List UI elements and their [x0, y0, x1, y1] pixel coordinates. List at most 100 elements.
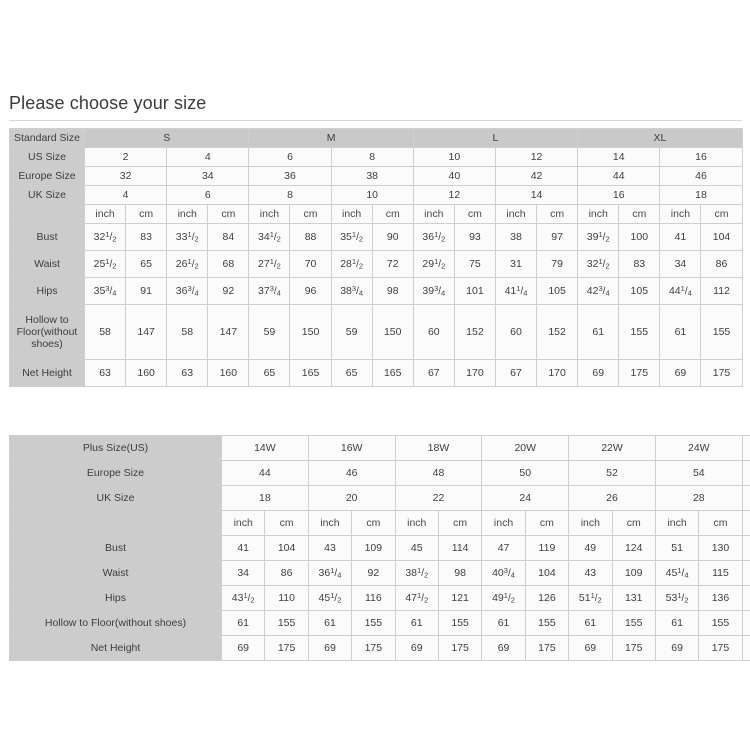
europe-size-5: 54 — [654, 460, 743, 486]
row-label-plus-size: Plus Size(US) — [9, 435, 222, 461]
hips-value-15: 112 — [700, 277, 743, 305]
hollow-value-5: 155 — [437, 610, 483, 636]
net-height-value-4: 65 — [248, 359, 291, 387]
row-label-bust: Bust — [9, 535, 222, 561]
row-label-net-height: Net Height — [9, 359, 85, 387]
uk-size-1: 20 — [307, 485, 396, 511]
hollow-value-5: 150 — [289, 304, 332, 360]
hips-value-7: 98 — [371, 277, 414, 305]
hollow-value-12: 61 — [577, 304, 620, 360]
hollow-value-0: 58 — [83, 304, 127, 360]
hips-value-9: 101 — [453, 277, 496, 305]
table-row: Waist 34 86 361/4 92 381/2 98 403/4 104 43 109 451/… — [9, 560, 750, 586]
waist-value-4: 381/2 — [394, 560, 439, 586]
row-label-europe-size: Europe Size — [9, 166, 85, 186]
bust-value-0: 41 — [220, 535, 266, 561]
unit-label-6: inch — [330, 204, 373, 224]
row-label-units — [9, 204, 85, 224]
hips-value-5: 121 — [437, 585, 483, 611]
row-label-hips: Hips — [9, 277, 85, 305]
bust-value-12: 391/2 — [577, 223, 620, 251]
plus-size-2: 18W — [394, 435, 483, 461]
hips-value-10: 411/4 — [494, 277, 538, 305]
size-group-3: XL — [577, 128, 743, 148]
waist-value-4: 271/2 — [248, 250, 291, 278]
unit-label-2: inch — [166, 204, 209, 224]
hollow-value-8: 60 — [412, 304, 455, 360]
hollow-value-13: 155 — [618, 304, 661, 360]
waist-value-2: 361/4 — [307, 560, 353, 586]
net-height-value-3: 160 — [207, 359, 250, 387]
bust-value-1: 83 — [125, 223, 168, 251]
bust-value-11: 130 — [698, 535, 743, 561]
hips-value-12: 551/2 — [741, 585, 750, 611]
hollow-value-11: 152 — [536, 304, 579, 360]
hips-value-4: 471/2 — [394, 585, 439, 611]
hips-value-6: 491/2 — [481, 585, 526, 611]
unit-label-10: inch — [494, 204, 538, 224]
size-group-1: M — [248, 128, 414, 148]
net-height-value-6: 69 — [481, 635, 526, 661]
bust-value-6: 351/2 — [330, 223, 373, 251]
plus-size-0: 14W — [221, 435, 309, 461]
row-label-waist: Waist — [9, 560, 222, 586]
bust-value-4: 45 — [394, 535, 439, 561]
europe-size-6: 56 — [741, 460, 750, 486]
unit-label-3: cm — [351, 510, 396, 536]
waist-value-10: 31 — [494, 250, 538, 278]
table-row: US Size 2 4 6 8 10 12 14 16 — [9, 147, 743, 167]
hollow-value-9: 152 — [453, 304, 496, 360]
unit-label-8: inch — [412, 204, 455, 224]
net-height-value-8: 67 — [412, 359, 455, 387]
waist-value-14: 34 — [659, 250, 702, 278]
uk-size-4: 26 — [568, 485, 656, 511]
unit-label-0: inch — [83, 204, 127, 224]
hips-value-14: 441/4 — [659, 277, 702, 305]
hips-value-3: 116 — [351, 585, 396, 611]
bust-value-6: 47 — [481, 535, 526, 561]
hollow-value-3: 147 — [207, 304, 250, 360]
us-size-6: 14 — [577, 147, 661, 167]
net-height-value-12: 69 — [577, 359, 620, 387]
waist-value-1: 86 — [264, 560, 309, 586]
title-divider — [9, 120, 742, 121]
plus-size-4: 22W — [568, 435, 656, 461]
uk-size-5: 28 — [654, 485, 743, 511]
us-size-4: 10 — [412, 147, 496, 167]
hips-value-0: 353/4 — [83, 277, 127, 305]
hollow-value-7: 150 — [371, 304, 414, 360]
row-label-uk-size: UK Size — [9, 485, 222, 511]
size-group-0: S — [83, 128, 250, 148]
bust-value-7: 90 — [371, 223, 414, 251]
uk-size-7: 18 — [659, 185, 743, 205]
unit-label-7: cm — [524, 510, 570, 536]
table-row: Hips 431/2 110 451/2 116 471/2 121 491/2 126 511/… — [9, 585, 750, 611]
uk-size-3: 24 — [481, 485, 570, 511]
waist-value-8: 291/2 — [412, 250, 455, 278]
us-size-5: 12 — [494, 147, 579, 167]
uk-size-0: 18 — [221, 485, 309, 511]
bust-value-0: 321/2 — [83, 223, 127, 251]
bust-value-5: 114 — [437, 535, 483, 561]
net-height-value-0: 69 — [220, 635, 266, 661]
row-label-europe-size: Europe Size — [9, 460, 222, 486]
europe-size-0: 44 — [221, 460, 309, 486]
net-height-value-5: 165 — [289, 359, 332, 387]
unit-label-4: inch — [248, 204, 291, 224]
net-height-value-10: 69 — [654, 635, 700, 661]
net-height-value-2: 63 — [166, 359, 209, 387]
table-row: Plus Size(US)14W16W18W20W22W24W26W — [9, 435, 750, 461]
bust-value-3: 109 — [351, 535, 396, 561]
standard-size-chart: Standard Size S M L XL US Size 2 4 6 8 10 12 14 16 Eur… — [9, 128, 743, 387]
row-label-standard-size: Standard Size — [9, 128, 85, 148]
waist-value-7: 104 — [524, 560, 570, 586]
hollow-value-12: 61 — [741, 610, 750, 636]
unit-label-1: cm — [125, 204, 168, 224]
net-height-value-11: 170 — [536, 359, 579, 387]
waist-value-6: 403/4 — [481, 560, 526, 586]
bust-value-11: 97 — [536, 223, 579, 251]
hollow-value-14: 61 — [659, 304, 702, 360]
bust-value-8: 361/2 — [412, 223, 455, 251]
waist-value-12: 321/2 — [577, 250, 620, 278]
unit-label-7: cm — [371, 204, 414, 224]
